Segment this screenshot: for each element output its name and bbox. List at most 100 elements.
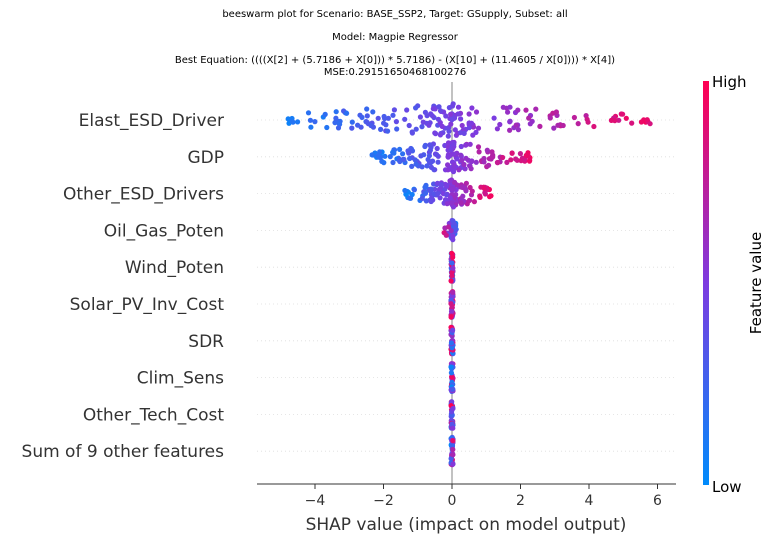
data-point — [475, 144, 482, 150]
data-point — [349, 119, 355, 125]
data-point — [448, 278, 454, 284]
data-point — [463, 155, 469, 161]
data-point — [537, 123, 543, 129]
data-point — [434, 152, 440, 158]
data-point — [333, 115, 339, 121]
data-point — [467, 141, 473, 147]
data-point — [394, 126, 400, 132]
data-point — [638, 119, 645, 125]
data-point — [443, 192, 449, 198]
data-point — [448, 314, 454, 320]
data-point — [461, 161, 467, 168]
feature-label: Other_ESD_Drivers — [63, 185, 224, 205]
data-point — [463, 142, 469, 148]
data-point — [481, 185, 487, 191]
data-point — [469, 158, 475, 164]
data-point — [497, 121, 503, 128]
data-point — [555, 122, 561, 128]
data-point — [401, 156, 407, 162]
data-point — [450, 461, 456, 467]
data-point — [517, 151, 524, 157]
data-point — [422, 190, 429, 196]
data-point — [444, 201, 450, 207]
data-point — [571, 114, 578, 121]
data-point — [448, 228, 454, 234]
data-point — [551, 125, 557, 131]
data-point — [533, 106, 539, 112]
data-point — [357, 112, 363, 118]
data-point — [412, 157, 418, 163]
data-point — [393, 119, 399, 125]
data-point — [447, 195, 453, 201]
data-point — [473, 159, 479, 165]
data-point — [409, 130, 415, 136]
data-point — [285, 116, 291, 122]
data-point — [460, 193, 466, 199]
data-point — [500, 104, 506, 110]
data-point — [377, 149, 383, 155]
data-point — [434, 145, 440, 152]
data-point — [459, 184, 465, 190]
data-point — [449, 260, 455, 266]
x-tick-label: −4 — [305, 493, 326, 509]
data-point — [494, 159, 500, 166]
data-point — [427, 159, 433, 165]
data-point — [476, 149, 482, 155]
data-point — [459, 122, 465, 129]
data-point — [484, 147, 490, 153]
data-point — [344, 110, 350, 116]
data-point — [382, 153, 388, 159]
chart-title-line-4: MSE:0.29151650468100276 — [323, 67, 467, 78]
data-point — [629, 120, 635, 126]
data-point — [471, 199, 477, 205]
data-point — [482, 190, 488, 196]
data-point — [449, 421, 455, 427]
data-point — [523, 152, 529, 158]
data-point — [433, 131, 439, 137]
data-point — [451, 162, 457, 168]
feature-label: Other_Tech_Cost — [83, 405, 224, 425]
data-point — [450, 406, 456, 412]
data-point — [402, 116, 408, 122]
data-point — [385, 128, 391, 134]
data-point — [404, 107, 410, 113]
feature-label: Solar_PV_Inv_Cost — [70, 295, 225, 315]
data-point — [448, 370, 454, 376]
data-point — [397, 146, 403, 152]
data-point — [451, 141, 457, 147]
data-point — [427, 142, 433, 148]
colorbar-gradient — [703, 81, 709, 485]
data-point — [443, 232, 449, 238]
data-point — [491, 115, 497, 121]
data-point — [445, 140, 452, 146]
data-point — [450, 169, 457, 175]
data-point — [443, 113, 449, 119]
data-point — [419, 124, 425, 130]
data-point — [481, 159, 487, 165]
data-point — [455, 111, 461, 117]
data-point — [426, 122, 432, 128]
data-point — [307, 117, 313, 123]
data-point — [585, 119, 591, 125]
data-point — [458, 152, 464, 158]
data-point — [515, 127, 522, 133]
data-point — [475, 125, 482, 131]
data-point — [431, 181, 437, 187]
data-point — [451, 179, 458, 185]
data-point — [450, 386, 456, 392]
data-point — [448, 147, 454, 153]
data-point — [547, 115, 553, 121]
data-point — [469, 105, 475, 111]
feature-label: Wind_Poten — [125, 258, 224, 278]
colorbar: High Low Feature value — [703, 73, 765, 496]
data-point — [381, 120, 387, 126]
data-point — [473, 109, 480, 115]
data-point — [466, 197, 473, 203]
data-point — [406, 122, 412, 129]
data-point — [305, 110, 312, 116]
data-point — [450, 254, 456, 260]
data-point — [434, 180, 441, 186]
data-point — [500, 154, 506, 161]
data-point — [411, 187, 417, 193]
feature-label: Clim_Sens — [137, 369, 224, 389]
